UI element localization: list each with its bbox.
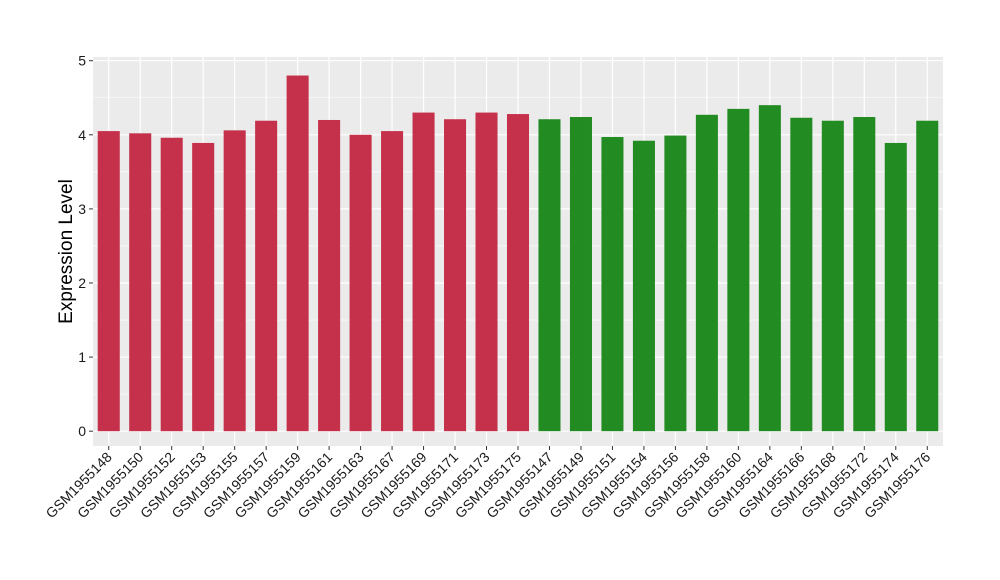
bar — [286, 75, 309, 432]
bar — [381, 131, 404, 432]
bar — [727, 108, 750, 432]
bar — [695, 114, 718, 432]
y-tick-label: 0 — [78, 423, 86, 439]
bar — [160, 137, 183, 432]
bar — [506, 114, 530, 432]
bar — [632, 140, 655, 432]
bar — [853, 117, 876, 432]
bar — [916, 120, 939, 432]
bar — [412, 112, 435, 432]
y-tick-label: 3 — [78, 201, 86, 217]
bar — [884, 142, 907, 432]
bar — [255, 120, 278, 432]
bar — [758, 105, 781, 432]
bar — [192, 142, 215, 432]
bar — [444, 119, 467, 432]
y-tick-label: 1 — [78, 349, 86, 365]
y-axis-title: Expression Level — [56, 179, 77, 324]
bar — [601, 137, 624, 432]
bar — [349, 134, 372, 432]
y-tick-label: 2 — [78, 275, 86, 291]
bar — [569, 117, 592, 432]
bar — [664, 135, 687, 432]
y-axis: 0 1 2 3 4 5 — [78, 53, 93, 439]
bar — [223, 130, 246, 432]
bar — [475, 112, 498, 432]
y-tick-label: 5 — [78, 53, 86, 69]
bar — [821, 120, 844, 432]
x-axis: GSM1955148GSM1955150GSM1955152GSM1955153… — [42, 446, 934, 521]
bar — [318, 119, 341, 432]
bars — [97, 75, 939, 432]
bar — [97, 131, 120, 432]
bar — [129, 133, 152, 432]
y-tick-label: 4 — [78, 127, 86, 143]
bar — [538, 119, 561, 432]
bar — [790, 117, 813, 432]
